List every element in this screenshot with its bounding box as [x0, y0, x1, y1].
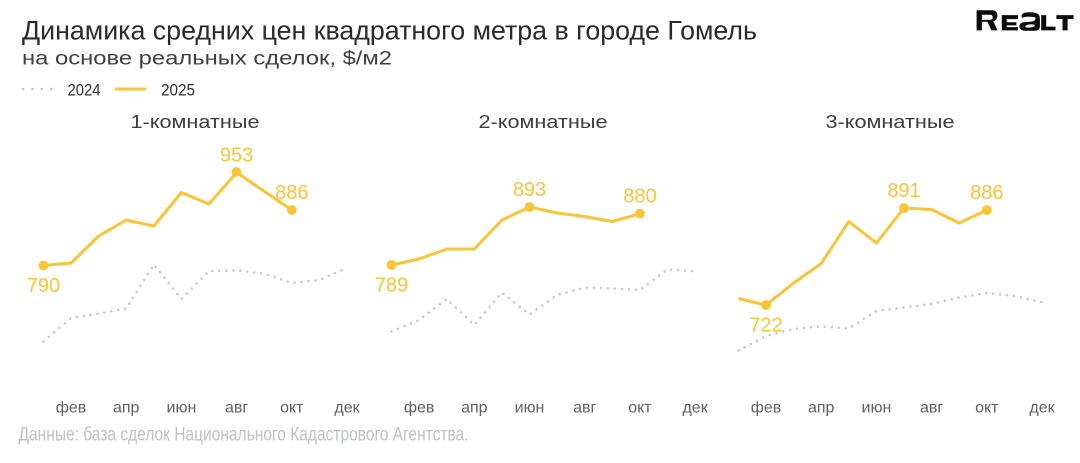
svg-text:2-комнатные: 2-комнатные	[479, 111, 608, 132]
svg-text:789: 789	[375, 275, 408, 297]
svg-text:дек: дек	[682, 400, 708, 417]
svg-text:722: 722	[749, 315, 782, 337]
svg-text:окт: окт	[628, 400, 652, 417]
svg-text:авг: авг	[573, 400, 596, 417]
svg-text:фев: фев	[751, 400, 782, 417]
svg-text:авг: авг	[920, 400, 943, 417]
svg-text:июн: июн	[515, 400, 545, 417]
svg-text:1-комнатные: 1-комнатные	[131, 111, 260, 132]
svg-text:Данные: база сделок Национальн: Данные: база сделок Национального Кадаст…	[19, 424, 469, 446]
svg-text:июн: июн	[862, 400, 892, 417]
svg-text:Динамика средних цен квадратно: Динамика средних цен квадратного метра в…	[22, 16, 757, 46]
svg-text:июн: июн	[167, 400, 197, 417]
svg-text:апр: апр	[461, 400, 488, 417]
svg-text:3-комнатные: 3-комнатные	[826, 111, 955, 132]
svg-text:фев: фев	[56, 400, 87, 417]
svg-text:дек: дек	[1029, 400, 1055, 417]
svg-text:880: 880	[623, 186, 656, 208]
svg-text:окт: окт	[975, 400, 999, 417]
svg-text:886: 886	[970, 182, 1003, 204]
svg-text:на основе реальных сделок, $/м: на основе реальных сделок, $/м2	[22, 49, 392, 70]
svg-text:апр: апр	[113, 400, 140, 417]
svg-text:2025: 2025	[161, 82, 195, 100]
svg-text:авг: авг	[225, 400, 248, 417]
svg-text:893: 893	[513, 179, 546, 201]
svg-text:790: 790	[27, 275, 60, 297]
svg-text:2024: 2024	[68, 82, 101, 100]
svg-text:886: 886	[275, 182, 308, 204]
svg-text:953: 953	[220, 145, 253, 167]
svg-text:апр: апр	[808, 400, 835, 417]
svg-text:891: 891	[887, 180, 920, 202]
svg-text:окт: окт	[280, 400, 304, 417]
svg-text:фев: фев	[404, 400, 435, 417]
svg-text:дек: дек	[334, 400, 360, 417]
